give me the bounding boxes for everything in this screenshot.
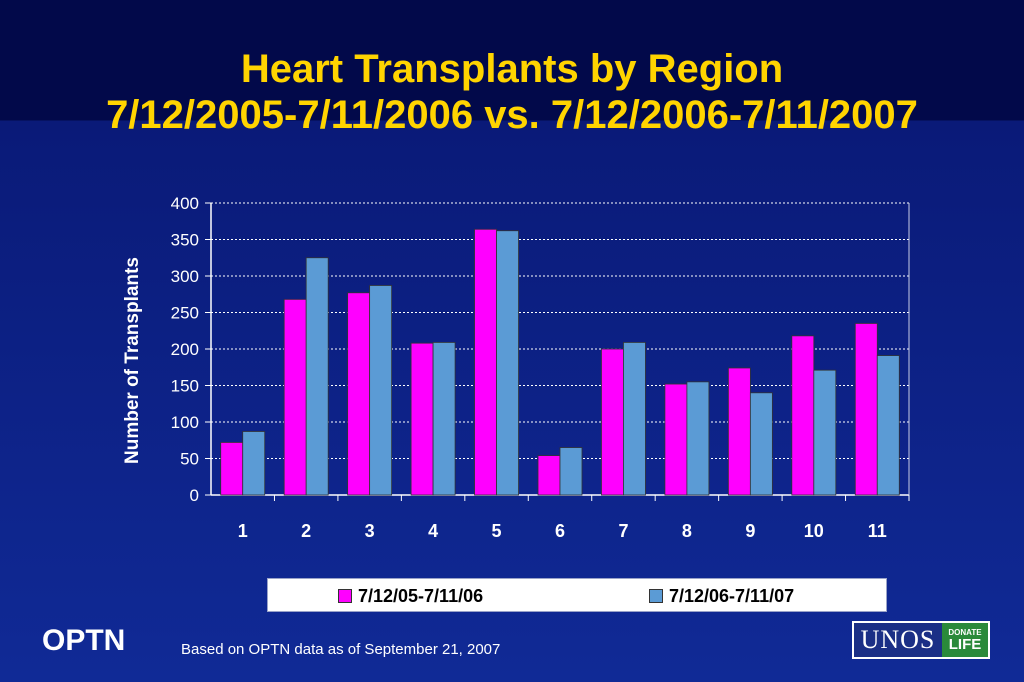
bar-series-1 — [664, 383, 688, 496]
bar-series-2 — [623, 342, 646, 496]
legend-label-series-1: 7/12/05-7/11/06 — [358, 585, 484, 606]
bar-series-2 — [242, 431, 266, 496]
legend-item-series-2: 7/12/06-7/11/07 — [649, 585, 794, 607]
legend: 7/12/05-7/11/06 7/12/06-7/11/07 — [267, 578, 887, 612]
bar-series-2 — [369, 285, 393, 496]
bar-series-1 — [410, 342, 434, 496]
bar-series-2 — [813, 369, 837, 496]
bar-series-1 — [727, 367, 751, 496]
x-tick-label: 3 — [365, 521, 375, 541]
x-tick-label: 1 — [238, 521, 248, 541]
unos-logo-text: UNOS — [854, 623, 942, 657]
donate-life-badge-bottom: LIFE — [948, 635, 982, 653]
y-tick-label: 50 — [180, 450, 199, 469]
legend-item-series-1: 7/12/05-7/11/06 — [338, 585, 483, 607]
y-axis-label-clip: Number of Transplants — [122, 257, 143, 464]
chart-title: Heart Transplants by Region 7/12/2005-7/… — [0, 46, 1024, 138]
bar-series-1 — [283, 298, 307, 496]
y-tick-label: 250 — [171, 304, 199, 323]
bar-series-2 — [496, 230, 519, 496]
x-tick-label: 7 — [618, 521, 628, 541]
bar-series-2 — [305, 257, 329, 496]
x-tick-label: 2 — [301, 521, 311, 541]
y-tick-label: 150 — [171, 377, 199, 396]
bar-series-1 — [791, 335, 815, 496]
bar-series-1 — [537, 455, 561, 496]
bar-series-1 — [474, 228, 497, 496]
y-tick-label: 0 — [190, 486, 199, 505]
x-tick-label: 4 — [428, 521, 438, 541]
bar-series-2 — [432, 342, 456, 496]
y-tick-label: 350 — [171, 231, 199, 250]
y-tick-label: 100 — [171, 413, 199, 432]
data-source-note: Based on OPTN data as of September 21, 2… — [181, 641, 501, 658]
legend-swatch-series-1 — [338, 589, 352, 603]
legend-swatch-series-2 — [649, 589, 663, 603]
donate-life-badge-top: DONATE — [948, 627, 982, 637]
x-tick-label: 5 — [492, 521, 502, 541]
title-line-2: 7/12/2005-7/11/2006 vs. 7/12/2006-7/11/2… — [106, 93, 918, 137]
bar-series-2 — [749, 392, 773, 496]
donate-life-badge: DONATE LIFE — [942, 623, 988, 657]
x-tick-label: 9 — [745, 521, 755, 541]
bar-series-1 — [347, 292, 371, 496]
x-tick-label: 6 — [555, 521, 565, 541]
x-tick-label: 8 — [682, 521, 692, 541]
title-line-1: Heart Transplants by Region — [240, 47, 784, 91]
bar-series-2 — [686, 381, 710, 496]
optn-label: OPTN — [42, 624, 126, 657]
x-tick-label: 10 — [804, 521, 824, 541]
x-tick-label: 11 — [868, 521, 887, 541]
legend-label-series-2: 7/12/06-7/11/07 — [669, 585, 795, 606]
unos-donate-life-logo: UNOS DONATE LIFE — [852, 621, 990, 659]
bar-series-1 — [601, 348, 624, 496]
y-tick-label: 200 — [171, 340, 199, 359]
bar-series-2 — [876, 355, 900, 496]
y-tick-label: 400 — [171, 194, 199, 213]
bar-series-2 — [559, 447, 583, 496]
y-tick-label: 300 — [171, 267, 199, 286]
bar-series-1 — [220, 442, 244, 496]
y-axis-label-group: Number of Transplants — [122, 257, 143, 464]
bar-series-1 — [854, 323, 878, 496]
y-axis-label: Number of Transplants — [122, 257, 143, 464]
